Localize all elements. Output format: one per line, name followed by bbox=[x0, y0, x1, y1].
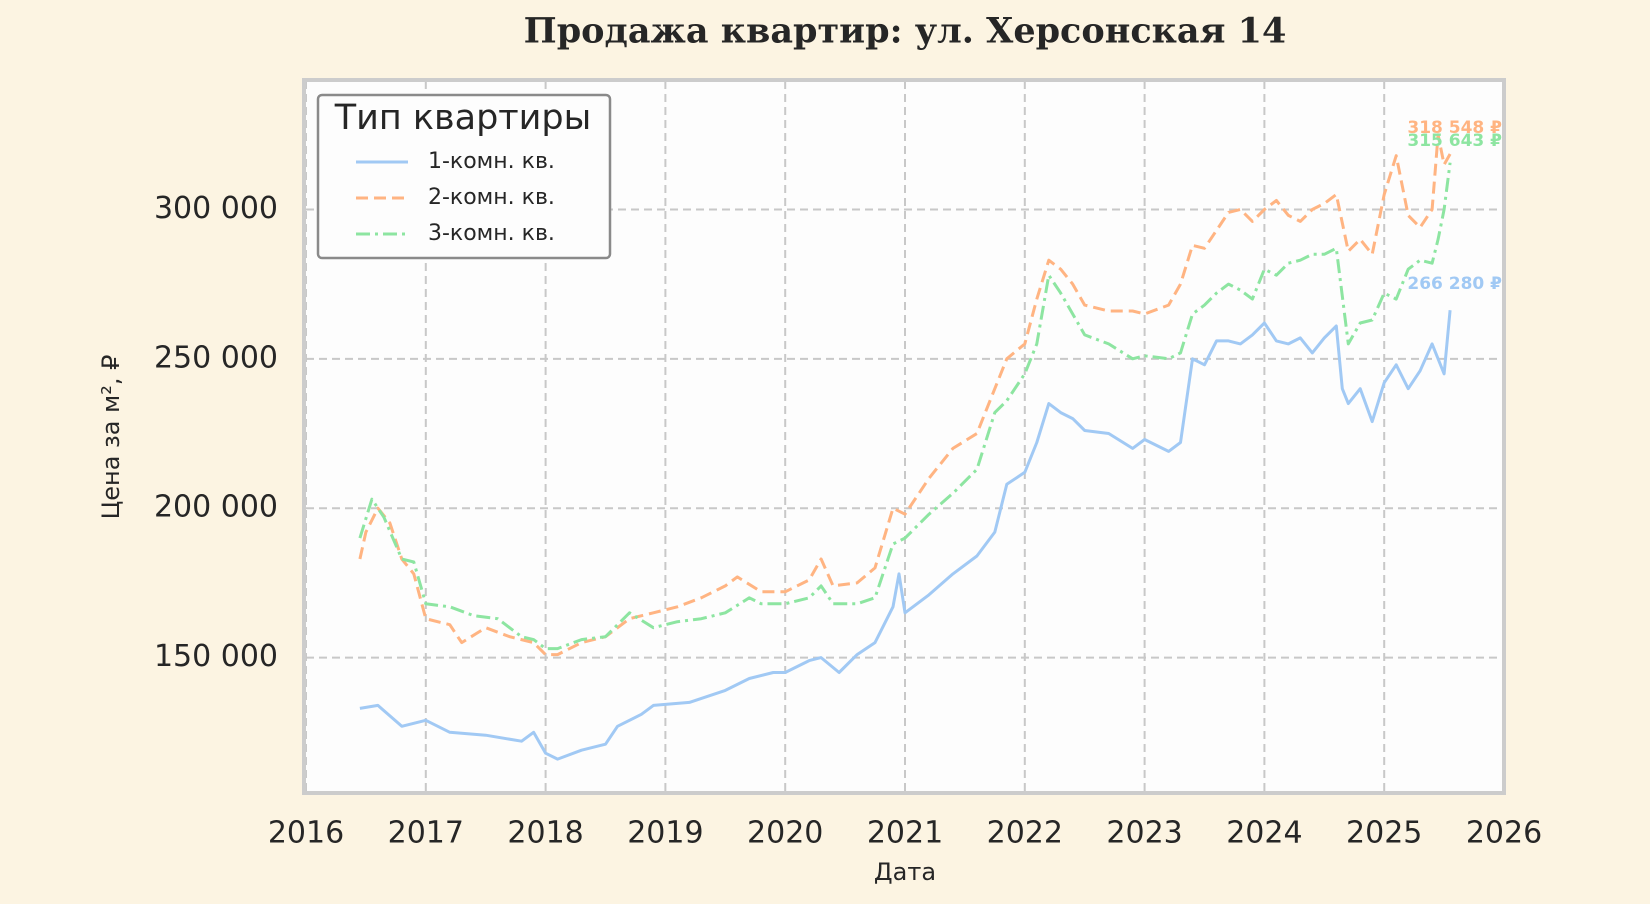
x-tick-label: 2025 bbox=[1346, 816, 1422, 851]
y-tick-label: 200 000 bbox=[154, 490, 278, 525]
x-tick-label: 2018 bbox=[507, 816, 583, 851]
end-label: 266 280 ₽ bbox=[1407, 274, 1502, 294]
plot-frame bbox=[302, 78, 1506, 795]
x-tick-label: 2020 bbox=[747, 816, 823, 851]
chart-title: Продажа квартир: ул. Херсонская 14 bbox=[524, 11, 1287, 52]
end-label: 315 643 ₽ bbox=[1407, 131, 1502, 151]
series-line bbox=[359, 310, 1452, 761]
x-tick-label: 2017 bbox=[388, 816, 464, 851]
legend-label: 2-комн. кв. bbox=[428, 185, 555, 210]
x-tick-label: 2016 bbox=[268, 816, 344, 851]
legend-label: 3-комн. кв. bbox=[428, 221, 555, 246]
legend-box bbox=[316, 93, 612, 260]
series-line bbox=[358, 162, 1452, 651]
x-tick-label: 2024 bbox=[1226, 816, 1302, 851]
y-tick-label: 150 000 bbox=[154, 639, 278, 674]
legend-title: Тип квартиры bbox=[334, 98, 592, 138]
x-tick-label: 2022 bbox=[987, 816, 1063, 851]
x-axis-label: Дата bbox=[874, 858, 936, 886]
y-tick-label: 250 000 bbox=[154, 340, 278, 375]
x-tick-label: 2021 bbox=[867, 816, 943, 851]
x-tick-label: 2026 bbox=[1466, 816, 1542, 851]
y-tick-label: 300 000 bbox=[154, 191, 278, 226]
end-label: 318 548 ₽ bbox=[1407, 118, 1502, 138]
x-tick-label: 2023 bbox=[1106, 816, 1182, 851]
y-axis-label: Цена за м², ₽ bbox=[97, 355, 125, 520]
series-line bbox=[358, 133, 1452, 657]
legend: Тип квартиры 1-комн. кв. 2-комн. кв. 3-ком… bbox=[316, 93, 612, 260]
lines bbox=[358, 133, 1452, 761]
legend-label: 1-комн. кв. bbox=[428, 149, 555, 174]
x-tick-label: 2019 bbox=[627, 816, 703, 851]
